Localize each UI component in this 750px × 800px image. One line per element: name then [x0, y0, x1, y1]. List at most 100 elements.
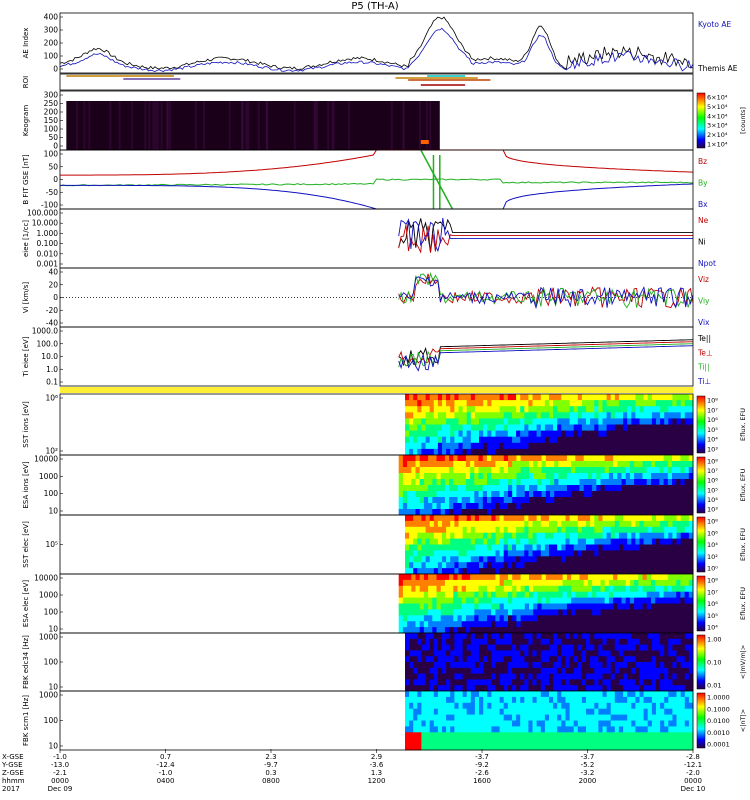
- panel-bfit: B FIT GSE [nT] 100 50 0 -50 -100 Bz By Bx: [22, 149, 708, 210]
- panel-ylabel: eiee [1/cc]: [22, 220, 30, 257]
- panel-fbke: FBK edc34 [Hz] 1000 100 10 1.00 0.10 0.01 <|mV/…: [22, 633, 747, 692]
- footer-value: 0.7: [160, 753, 171, 761]
- y-tick-label: 1000: [39, 691, 58, 700]
- y-tick-label: 0: [53, 65, 58, 74]
- footer-value: -13.0: [51, 761, 69, 769]
- y-tick-label: 1000: [39, 472, 58, 481]
- panel-ylabel: Vi [km/s]: [22, 282, 30, 313]
- y-tick-label: 10: [48, 625, 58, 634]
- colorbar: [696, 516, 706, 573]
- footer-value: -2.6: [475, 769, 489, 777]
- colorbar-label: 1×10⁴: [707, 141, 728, 149]
- keogram-image: [66, 101, 440, 150]
- y-tick-label: 0.1: [46, 378, 58, 387]
- footer-value: 0800: [262, 777, 280, 785]
- y-tick-label: 0: [53, 175, 58, 184]
- y-tick-label: 100.0: [37, 339, 59, 348]
- colorbar-label: 10⁴: [707, 436, 718, 444]
- y-tick-label: -100: [41, 201, 58, 210]
- colorbar-label: 0.1000: [707, 705, 730, 713]
- footer-value: 1200: [368, 777, 386, 785]
- colorbar-unit: Eflux, EFU: [739, 528, 747, 561]
- y-tick-label: 10.000: [32, 219, 58, 228]
- footer-row-label: Z-GSE: [2, 769, 24, 777]
- panel-vi: Vi [km/s] 40 20 0 -20 -40 Viz Viy Vix: [22, 268, 710, 328]
- colorbar-label: 10⁴: [707, 496, 718, 504]
- y-tick-label: 10⁵: [45, 540, 58, 549]
- colorbar-label: 10⁵: [707, 426, 718, 434]
- y-tick-label: 0: [53, 142, 58, 151]
- legend-entry: Bx: [698, 200, 708, 209]
- by-line: [59, 178, 694, 187]
- y-tick-label: -20: [46, 306, 58, 315]
- y-tick-label: 10: [48, 683, 58, 692]
- panel-ylabel: ROI: [22, 76, 30, 88]
- footer-value: 0.3: [265, 769, 276, 777]
- legend-entry: Ne: [698, 216, 709, 225]
- legend-entry: Vix: [698, 318, 710, 327]
- y-tick-label: -50: [46, 188, 58, 197]
- panel-ylabel: SST ions [eV]: [22, 401, 30, 448]
- series-line: [398, 271, 694, 309]
- colorbar-label: 10⁸: [707, 577, 718, 585]
- panel-ylabel: FBK edc34 [Hz]: [22, 635, 30, 689]
- y-tick-label: 200: [44, 108, 59, 117]
- y-tick-label: 100: [44, 125, 59, 134]
- y-tick-label: 100.000: [27, 209, 58, 218]
- colorbar: [696, 575, 706, 632]
- y-tick-label: 300: [44, 26, 59, 35]
- panel-fbkb: FBK scm1 [Hz] 1000 100 10 1.0000 0.1000 0.0100…: [22, 691, 747, 751]
- footer-value: 1600: [473, 777, 491, 785]
- colorbar-label: 0.0010: [707, 729, 730, 737]
- colorbar-label: 3×10⁴: [707, 122, 728, 130]
- y-tick-label: 10000: [34, 574, 58, 583]
- panel-frame: [59, 326, 694, 387]
- y-tick-label: 400: [44, 13, 59, 22]
- y-tick-label: 1000: [39, 591, 58, 600]
- panel-ae: AE Index 400 300 200 100 0 Kyoto AE Themis AE: [22, 13, 738, 74]
- colorbar-unit: <|nT|>: [739, 709, 747, 732]
- legend-entry: Viy: [698, 297, 710, 306]
- colorbar-label: 10⁴: [707, 624, 718, 632]
- y-tick-label: 100: [44, 658, 59, 667]
- y-tick-label: 100: [44, 489, 59, 498]
- colorbar-label: 10⁵: [707, 486, 718, 494]
- panel-sste: SST elec [eV] 10⁵ 10⁸ 10⁶ 10⁴ 10² 10⁰ Eflux, EF…: [22, 514, 747, 575]
- footer-value: -12.1: [684, 761, 702, 769]
- y-tick-label: 50: [48, 133, 58, 142]
- y-tick-label: 0.001: [37, 260, 59, 269]
- y-tick-label: 10: [48, 507, 58, 516]
- footer-value: -9.7: [264, 761, 278, 769]
- footer-value: 2.9: [371, 753, 382, 761]
- legend-entry: By: [698, 179, 708, 188]
- y-tick-label: 10⁶: [45, 394, 58, 403]
- footer-value: 2000: [579, 777, 597, 785]
- colorbar-label: 10⁷: [707, 588, 718, 596]
- colorbar: [696, 92, 706, 149]
- colorbar-label: 10⁰: [707, 565, 718, 573]
- colorbar-label: 10⁷: [707, 406, 718, 414]
- colorbar-label: 2×10⁴: [707, 131, 728, 139]
- y-tick-label: 0.010: [37, 249, 59, 258]
- colorbar-unit: Eflux, EFU: [739, 468, 747, 501]
- footer-value: -3.2: [581, 769, 595, 777]
- colorbar-label: 10³: [707, 446, 718, 454]
- colorbar: [696, 692, 706, 749]
- footer-row-label: Y-GSE: [1, 761, 23, 769]
- y-tick-label: 100: [44, 52, 59, 61]
- y-tick-label: 10²: [45, 447, 58, 456]
- y-tick-label: 250: [44, 99, 59, 108]
- y-tick-label: 300: [44, 91, 59, 100]
- themis-ae-line: [59, 16, 694, 70]
- y-tick-label: 200: [44, 39, 59, 48]
- colorbar-label: 4×10⁴: [707, 112, 728, 120]
- plot-title: P5 (TH-A): [351, 1, 398, 12]
- footer-value: -2.0: [686, 769, 700, 777]
- legend-entry: Te⊥: [697, 348, 712, 357]
- kyoto-ae-line: [59, 27, 694, 73]
- footer-row-label: 2017: [2, 785, 20, 793]
- series-line: [398, 345, 694, 372]
- y-tick-label: 0: [53, 293, 58, 302]
- footer-value: -5.2: [581, 761, 595, 769]
